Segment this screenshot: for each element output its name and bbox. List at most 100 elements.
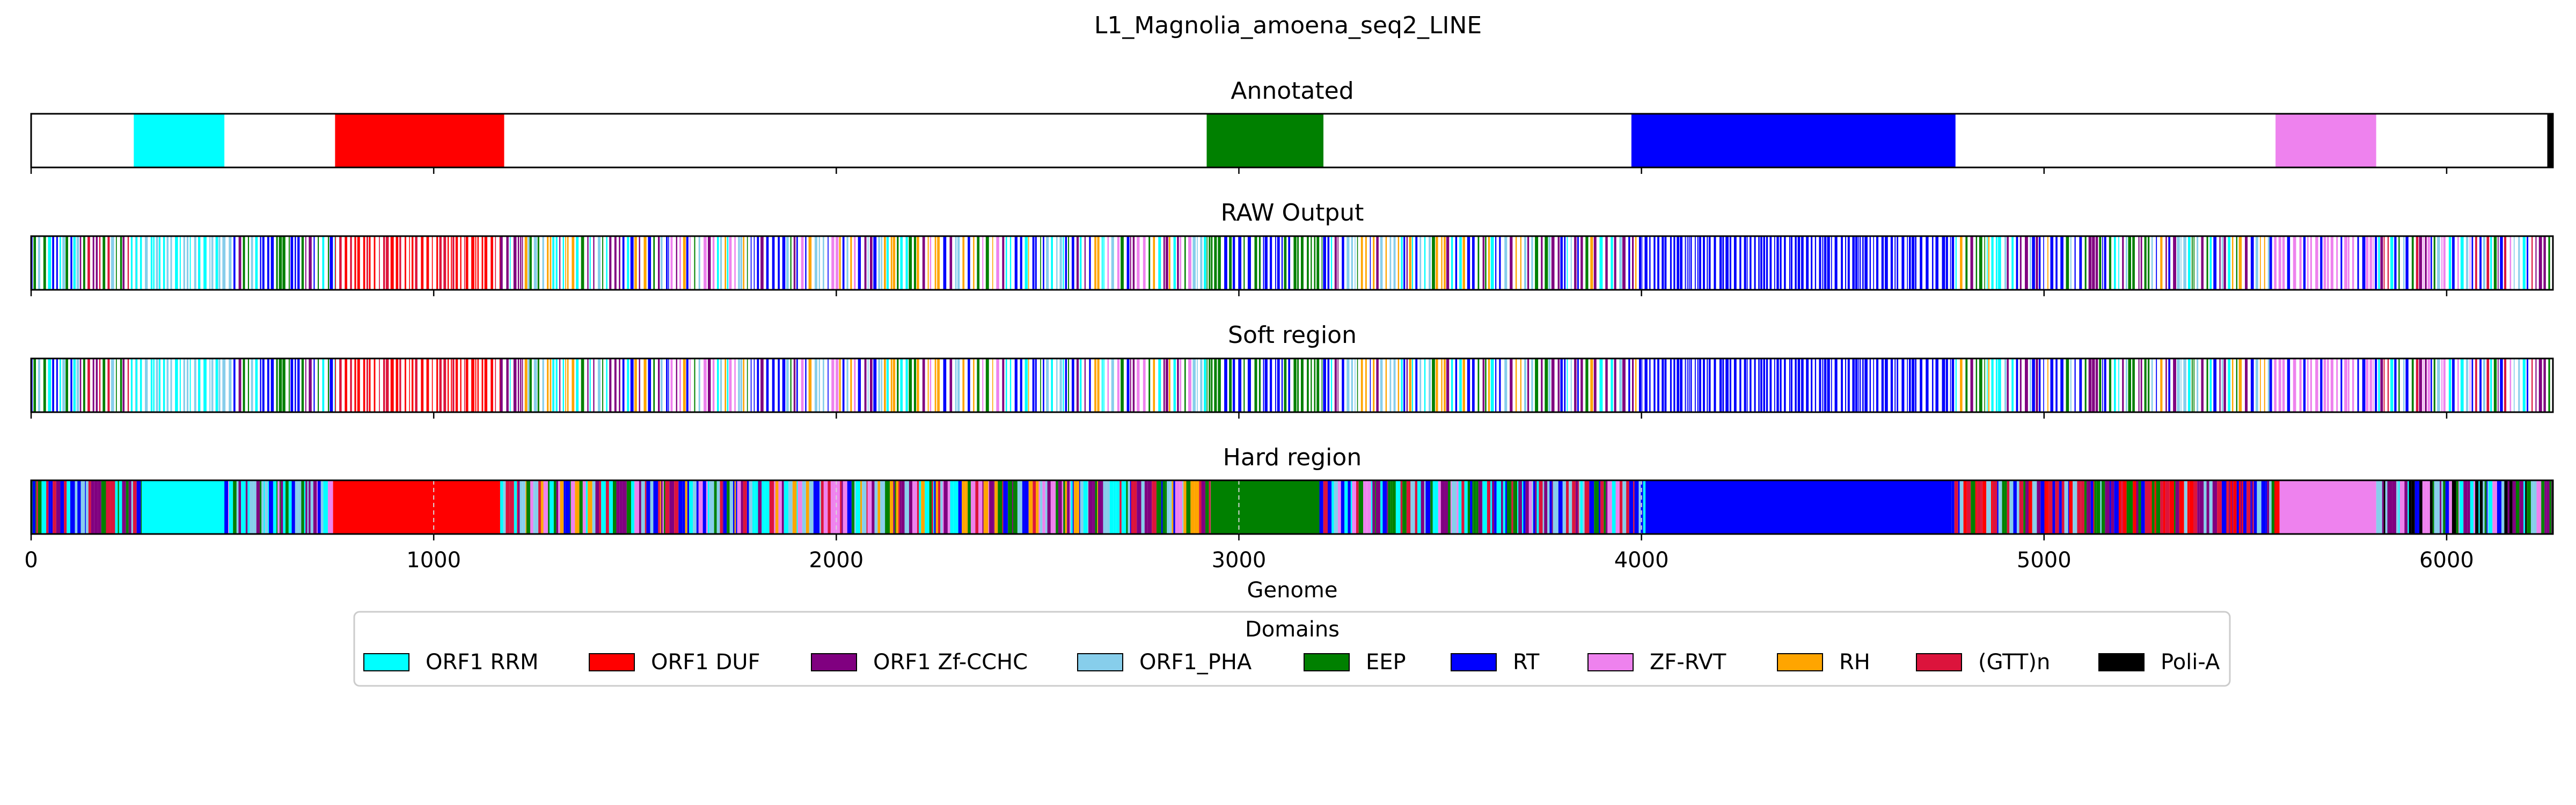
segment-rh (808, 358, 812, 412)
segment-zf-rvt (831, 358, 835, 412)
segment-orf1-zf-cchc (1551, 236, 1555, 290)
segment-orf1-rrm (1451, 236, 1453, 290)
segment-orf1-rrm (136, 236, 138, 290)
segment-rt (1505, 480, 1507, 534)
segment-eep (1477, 358, 1480, 412)
segment-orf1-pha (2070, 358, 2072, 412)
segment-orf1-duf (2179, 480, 2184, 534)
segment-orf1-pha (1419, 358, 1422, 412)
segment-orf1-zf-cchc (2201, 236, 2204, 290)
segment-orf1-zf-cchc (741, 480, 743, 534)
segment-gtt-n (2416, 358, 2419, 412)
segment-orf1-pha (862, 480, 867, 534)
segment-orf1-pha (211, 236, 214, 290)
segment-rh (2231, 236, 2234, 290)
segment-orf1-rrm (2407, 480, 2409, 534)
segment-rh (962, 358, 965, 412)
segment-rt (2527, 358, 2529, 412)
segment-orf1-rrm (59, 236, 61, 290)
segment-rh (890, 236, 892, 290)
legend-entry-orf1-zf-cchc: ORF1 Zf-CCHC (811, 650, 1028, 675)
segment-rh (2047, 358, 2048, 412)
segment-rh (806, 480, 809, 534)
segment-rh (965, 480, 968, 534)
segment-orf1-zf-cchc (522, 358, 523, 412)
segment-orf1-zf-cchc (2419, 236, 2423, 290)
segment-orf1-pha (1389, 236, 1392, 290)
segment-rh (1462, 358, 1465, 412)
segment-orf1-pha (1410, 480, 1415, 534)
segment-orf1-pha (1045, 480, 1048, 534)
segment-zf-rvt (2457, 358, 2459, 412)
segment-orf1-zf-cchc (1376, 236, 1379, 290)
segment-rt (1649, 236, 1651, 290)
segment-rh (1028, 358, 1029, 412)
segment-orf1-pha (144, 358, 148, 412)
segment-orf1-pha (2513, 236, 2515, 290)
segment-orf1-zf-cchc (2498, 358, 2499, 412)
segment-orf1-duf (471, 236, 474, 290)
segment-orf1-zf-cchc (2138, 358, 2140, 412)
segment-orf1-rrm (119, 480, 122, 534)
segment-rt (330, 236, 333, 290)
segment-eep (913, 358, 917, 412)
segment-orf1-rrm (130, 358, 133, 412)
segment-rt (1032, 236, 1035, 290)
segment-orf1-rrm (2228, 236, 2231, 290)
segment-orf1-zf-cchc (982, 480, 984, 534)
segment-orf1-pha (786, 236, 789, 290)
segment-orf1-zf-cchc (2245, 358, 2248, 412)
segment-orf1-zf-cchc (1067, 480, 1070, 534)
segment-orf1-pha (1355, 358, 1356, 412)
segment-rt (2032, 236, 2035, 290)
legend-label: (GTT)n (1978, 650, 2050, 675)
segment-orf1-pha (229, 236, 232, 290)
segment-rt (1224, 358, 1227, 412)
segment-orf1-duf (2226, 480, 2228, 534)
segment-orf1-pha (1570, 358, 1572, 412)
segment-orf1-rrm (2228, 358, 2231, 412)
segment-gtt-n (2145, 480, 2150, 534)
segment-orf1-pha (1548, 236, 1551, 290)
segment-orf1-zf-cchc (639, 236, 640, 290)
segment-poli-a (2504, 480, 2508, 534)
segment-rt (2213, 236, 2217, 290)
segment-orf1-rrm (1517, 480, 1519, 534)
segment-rt (1022, 480, 1025, 534)
segment-eep (1979, 358, 1982, 412)
segment-eep (968, 480, 971, 534)
segment-orf1-rrm (2490, 236, 2492, 290)
segment-rt (1589, 480, 1594, 534)
segment-orf1-duf (374, 358, 376, 412)
segment-rt (1845, 236, 1847, 290)
segment-rh (883, 358, 886, 412)
segment-rt (678, 480, 683, 534)
segment-rt (565, 480, 570, 534)
segment-gtt-n (366, 236, 368, 290)
segment-zf-rvt (679, 236, 682, 290)
segment-rh (1441, 236, 1443, 290)
segment-orf1-pha (236, 480, 239, 534)
segment-orf1-pha (2197, 358, 2199, 412)
segment-orf1-pha (2029, 358, 2031, 412)
segment-orf1-pha (2269, 480, 2272, 534)
segment-rt (233, 358, 236, 412)
segment-rt (1744, 358, 1746, 412)
segment-orf1-rrm (1101, 236, 1103, 290)
segment-rt (1942, 236, 1945, 290)
segment-zf-rvt (1438, 480, 1441, 534)
segment-orf1-rrm (1417, 480, 1421, 534)
segment-rt (1264, 358, 1268, 412)
segment-rt (2500, 236, 2503, 290)
segment-rt (1634, 480, 1639, 534)
segment-rt (1746, 236, 1748, 290)
segment-rt (1035, 358, 1037, 412)
segment-zf-rvt (1615, 480, 1620, 534)
segment-rh (1635, 358, 1637, 412)
segment-rt (1043, 358, 1044, 412)
segment-orf1-zf-cchc (506, 358, 509, 412)
segment-rt (2016, 236, 2018, 290)
segment-rt (1719, 358, 1722, 412)
segment-orf1-zf-cchc (1541, 358, 1543, 412)
segment-orf1-pha (2257, 480, 2262, 534)
